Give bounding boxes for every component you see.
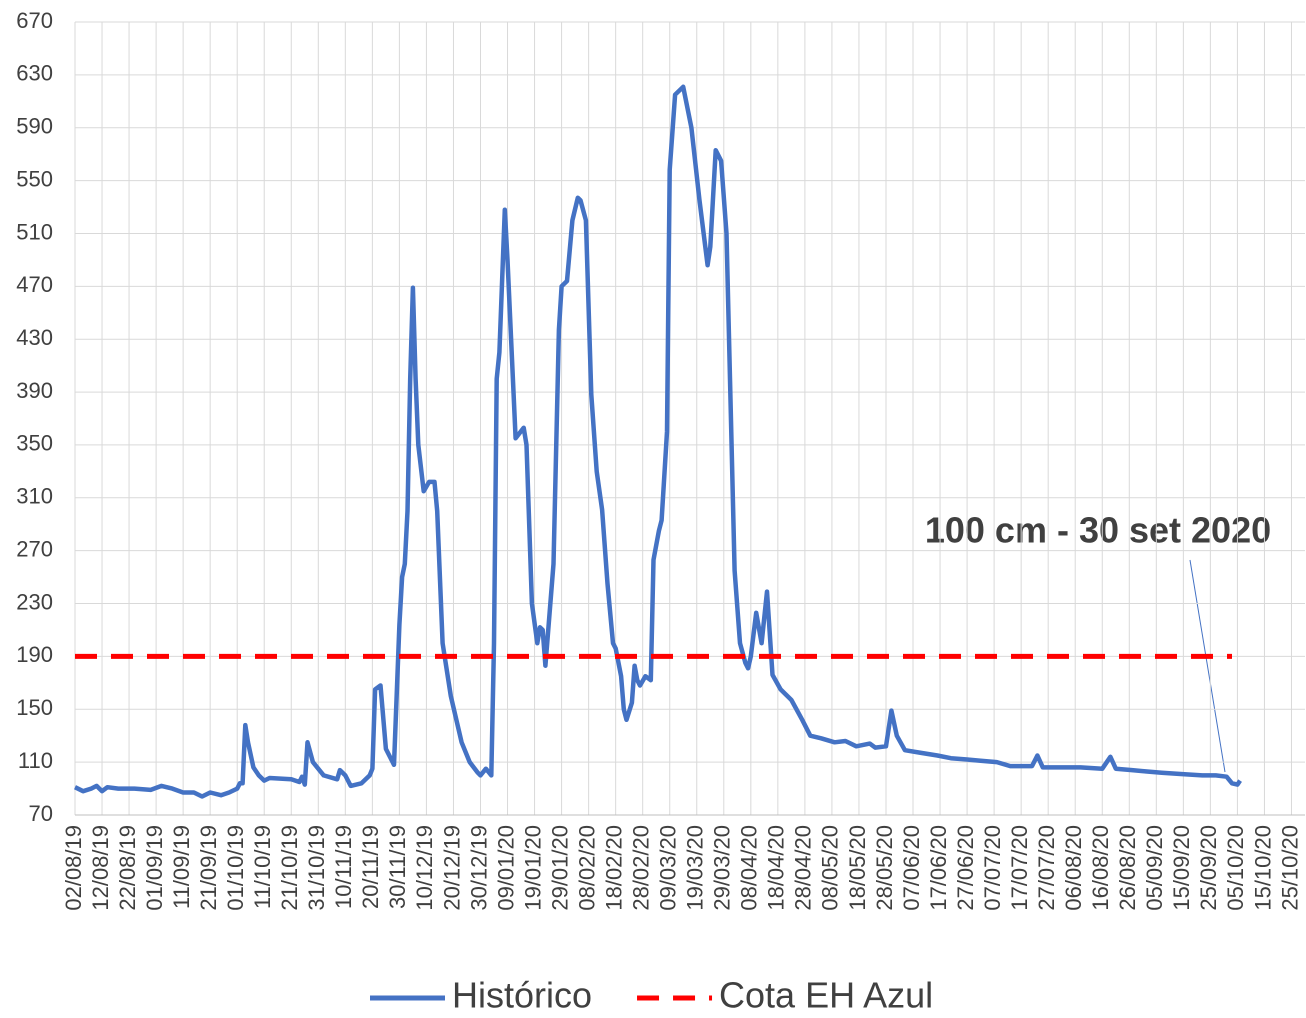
legend: Histórico Cota EH Azul bbox=[370, 975, 933, 1016]
y-tick-label: 150 bbox=[16, 695, 53, 720]
x-tick-label: 21/10/19 bbox=[277, 825, 302, 911]
x-tick-label: 09/03/20 bbox=[656, 825, 681, 911]
x-tick-label: 19/03/20 bbox=[683, 825, 708, 911]
y-tick-label: 430 bbox=[16, 325, 53, 350]
x-tick-label: 31/10/19 bbox=[304, 825, 329, 911]
x-tick-label: 20/12/19 bbox=[439, 825, 464, 911]
x-tick-label: 17/06/20 bbox=[926, 825, 951, 911]
x-tick-label: 05/09/20 bbox=[1142, 825, 1167, 911]
x-tick-label: 02/08/19 bbox=[61, 825, 86, 911]
x-tick-label: 30/12/19 bbox=[466, 825, 491, 911]
y-tick-label: 70 bbox=[29, 801, 53, 826]
y-tick-label: 590 bbox=[16, 114, 53, 139]
x-tick-label: 09/01/20 bbox=[493, 825, 518, 911]
x-tick-label: 06/08/20 bbox=[1061, 825, 1086, 911]
x-tick-label: 12/08/19 bbox=[88, 825, 113, 911]
y-tick-label: 270 bbox=[16, 536, 53, 561]
x-tick-label: 18/05/20 bbox=[845, 825, 870, 911]
x-tick-label: 11/10/19 bbox=[250, 825, 275, 909]
plot-area: 70 110 150 190 230 270 310 350 390 430 470 510 550 59… bbox=[16, 8, 1305, 1016]
annotation-leader bbox=[1189, 559, 1226, 773]
x-tick-label: 16/08/20 bbox=[1088, 825, 1113, 911]
x-tick-label: 08/05/20 bbox=[818, 825, 843, 911]
x-tick-label: 17/07/20 bbox=[1007, 825, 1032, 911]
x-tick-label: 11/09/19 bbox=[169, 825, 194, 909]
x-tick-label: 27/06/20 bbox=[953, 825, 978, 911]
x-tick-label: 01/10/19 bbox=[223, 825, 248, 911]
x-tick-label: 20/11/19 bbox=[358, 825, 383, 909]
y-tick-label: 230 bbox=[16, 589, 53, 614]
x-tick-label: 07/06/20 bbox=[899, 825, 924, 911]
y-tick-label: 630 bbox=[16, 61, 53, 86]
y-tick-label: 670 bbox=[16, 8, 53, 33]
y-tick-label: 470 bbox=[16, 272, 53, 297]
x-tick-label: 07/07/20 bbox=[980, 825, 1005, 911]
x-tick-label: 29/03/20 bbox=[710, 825, 735, 911]
x-tick-label: 30/11/19 bbox=[385, 825, 410, 909]
y-tick-label: 550 bbox=[16, 166, 53, 191]
y-tick-label: 110 bbox=[18, 748, 53, 773]
x-tick-label: 25/10/20 bbox=[1277, 825, 1302, 911]
x-tick-label: 10/12/19 bbox=[412, 825, 437, 911]
x-tick-label: 22/08/19 bbox=[115, 825, 140, 911]
x-tick-label: 01/09/19 bbox=[142, 825, 167, 911]
x-tick-label: 05/10/20 bbox=[1223, 825, 1248, 911]
x-tick-label: 08/02/20 bbox=[574, 825, 599, 911]
legend-label: Cota EH Azul bbox=[719, 975, 933, 1016]
x-tick-label: 18/02/20 bbox=[601, 825, 626, 911]
x-tick-label: 28/05/20 bbox=[872, 825, 897, 911]
x-tick-label: 10/11/19 bbox=[331, 825, 356, 909]
x-tick-label: 29/01/20 bbox=[547, 825, 572, 911]
series-line bbox=[74, 84, 1242, 799]
legend-label: Histórico bbox=[452, 975, 592, 1016]
y-tick-label: 310 bbox=[16, 484, 53, 509]
y-tick-label: 190 bbox=[16, 642, 53, 667]
x-tick-label: 15/10/20 bbox=[1250, 825, 1275, 911]
x-tick-label: 08/04/20 bbox=[737, 825, 762, 911]
y-tick-label: 350 bbox=[16, 431, 53, 456]
y-tick-label: 390 bbox=[16, 378, 53, 403]
x-tick-label: 27/07/20 bbox=[1034, 825, 1059, 911]
x-tick-label: 15/09/20 bbox=[1169, 825, 1194, 911]
y-tick-label: 510 bbox=[16, 219, 53, 244]
x-tick-label: 26/08/20 bbox=[1115, 825, 1140, 911]
x-tick-label: 28/02/20 bbox=[629, 825, 654, 911]
x-tick-label: 19/01/20 bbox=[520, 825, 545, 911]
annotation: 100 cm - 30 set 2020 bbox=[925, 510, 1271, 551]
x-tick-label: 28/04/20 bbox=[791, 825, 816, 911]
x-tick-label: 21/09/19 bbox=[196, 825, 221, 911]
x-tick-label: 25/09/20 bbox=[1196, 825, 1221, 911]
x-tick-label: 18/04/20 bbox=[764, 825, 789, 911]
